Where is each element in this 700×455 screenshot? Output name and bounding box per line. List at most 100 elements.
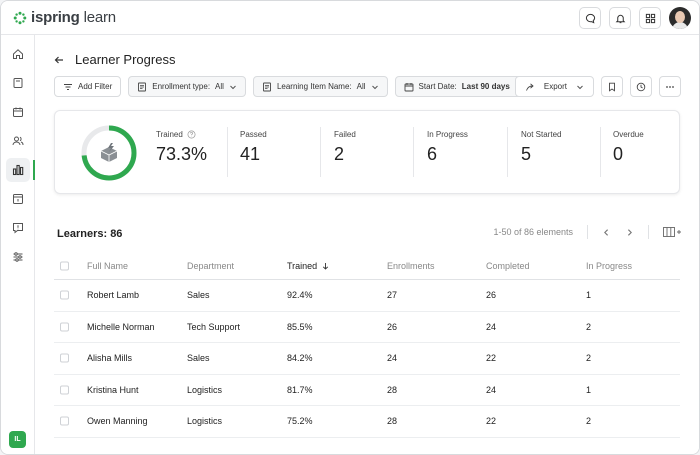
learners-count: Learners: 86 [57, 228, 123, 240]
cell-trained: 75.2% [287, 416, 313, 427]
sidebar-item-feedback[interactable] [6, 216, 30, 240]
export-button[interactable]: Export [514, 76, 594, 97]
enrollment-type-label: Enrollment type: [152, 82, 211, 91]
sidebar-item-users[interactable] [6, 129, 30, 153]
help-icon[interactable] [187, 130, 196, 139]
chat-button[interactable] [579, 7, 601, 29]
bookmark-icon [609, 82, 615, 92]
history-button[interactable] [630, 76, 652, 97]
columns-icon[interactable] [663, 227, 681, 237]
cell-full-name: Alisha Mills [87, 353, 133, 364]
cell-department: Sales [187, 290, 210, 301]
col-header-in-progress[interactable]: In Progress [586, 261, 633, 271]
cell-full-name: Robert Lamb [87, 290, 140, 301]
stat-divider [507, 127, 508, 177]
table-row[interactable]: Kristina Hunt Logistics 81.7% 28 24 1 [54, 375, 680, 406]
document-icon [138, 82, 147, 91]
row-checkbox[interactable] [60, 290, 69, 300]
cell-trained: 81.7% [287, 384, 313, 395]
filter-bar: Add Filter Enrollment type: All Learning… [54, 76, 532, 97]
calendar-icon [13, 107, 23, 117]
row-checkbox[interactable] [60, 322, 69, 332]
col-header-full-name[interactable]: Full Name [87, 261, 129, 271]
col-header-completed[interactable]: Completed [486, 261, 530, 271]
sidebar-item-settings[interactable] [6, 245, 30, 269]
cell-completed: 22 [486, 416, 497, 427]
more-button[interactable] [659, 76, 681, 97]
bookmark-button[interactable] [601, 76, 623, 97]
trained-progress-arc [81, 125, 137, 181]
stat-failed-label: Failed [334, 130, 356, 139]
start-date-filter[interactable]: Start Date: Last 90 days [394, 76, 532, 97]
cell-in-progress: 2 [586, 321, 592, 332]
table-row[interactable]: Robert Lamb Sales 92.4% 27 26 1 [54, 280, 680, 312]
sidebar-item-calendar[interactable] [6, 100, 30, 124]
chevron-left-icon[interactable] [602, 228, 611, 237]
row-checkbox[interactable] [60, 416, 69, 426]
stat-overdue-label: Overdue [613, 130, 644, 139]
cell-completed: 22 [486, 353, 497, 364]
stat-trained: Trained 73.3% [156, 130, 207, 165]
add-filter-button[interactable]: Add Filter [54, 76, 122, 97]
stat-in-progress: In Progress 6 [427, 130, 468, 165]
cell-full-name: Michelle Norman [87, 321, 155, 332]
home-icon [13, 49, 23, 59]
cell-enrollments: 26 [387, 321, 398, 332]
table-row[interactable]: Alisha Mills Sales 84.2% 24 22 2 [54, 343, 680, 375]
row-checkbox[interactable] [60, 385, 69, 395]
cell-in-progress: 2 [586, 416, 592, 427]
sidebar-item-reports[interactable] [6, 158, 35, 182]
back-arrow-icon[interactable] [53, 54, 65, 66]
book-icon [13, 78, 23, 88]
stat-passed-value: 41 [240, 144, 261, 164]
bell-icon [615, 14, 625, 23]
export-label: Export [543, 82, 567, 91]
table-row[interactable]: Owen Manning Logistics 75.2% 28 22 2 [54, 406, 680, 438]
stat-divider [413, 127, 414, 177]
logo[interactable]: ispring learn [13, 9, 116, 26]
sidebar-item-home[interactable] [6, 42, 30, 66]
ispring-logo-icon [13, 11, 27, 24]
chevron-right-icon[interactable] [625, 228, 634, 237]
learning-item-value: All [356, 82, 366, 91]
cell-enrollments: 24 [387, 353, 398, 364]
enrollment-type-value: All [215, 82, 224, 91]
filter-icon [64, 83, 72, 90]
user-initials-badge[interactable]: IL [9, 431, 26, 448]
select-all-checkbox[interactable] [60, 261, 69, 271]
col-header-enrollments[interactable]: Enrollments [387, 261, 435, 271]
stat-not-started-value: 5 [521, 144, 532, 164]
sliders-icon [13, 252, 23, 262]
trained-progress-ring [81, 125, 137, 181]
apps-button[interactable] [639, 7, 661, 29]
col-header-department[interactable]: Department [187, 261, 235, 271]
cell-trained: 84.2% [287, 353, 313, 364]
cell-department: Sales [187, 353, 210, 364]
add-filter-label: Add Filter [78, 82, 113, 91]
cell-department: Logistics [187, 384, 223, 395]
user-avatar[interactable] [669, 7, 691, 29]
row-checkbox[interactable] [60, 353, 69, 363]
cell-in-progress: 1 [586, 384, 592, 395]
notifications-button[interactable] [609, 7, 631, 29]
stat-failed-value: 2 [334, 144, 345, 164]
cell-completed: 24 [486, 384, 497, 395]
enrollment-type-filter[interactable]: Enrollment type: All [128, 76, 246, 97]
cell-enrollments: 27 [387, 290, 398, 301]
sidebar-item-events[interactable] [6, 187, 30, 211]
table-row[interactable]: Michelle Norman Tech Support 85.5% 26 24… [54, 312, 680, 343]
users-icon [12, 136, 24, 146]
sidebar-item-library[interactable] [6, 71, 30, 95]
learners-table: Full Name Department Trained Enrollments… [54, 253, 680, 438]
cell-full-name: Kristina Hunt [87, 384, 139, 395]
stat-in-progress-value: 6 [427, 144, 438, 164]
learning-item-filter[interactable]: Learning Item Name: All [252, 76, 388, 97]
stat-failed: Failed 2 [334, 130, 356, 165]
start-date-value: Last 90 days [461, 82, 510, 91]
grid-icon [645, 13, 655, 23]
chat-icon [585, 13, 595, 24]
page-actions: Export [514, 76, 681, 97]
col-header-trained[interactable]: Trained [287, 261, 329, 271]
stat-passed: Passed 41 [240, 130, 267, 165]
